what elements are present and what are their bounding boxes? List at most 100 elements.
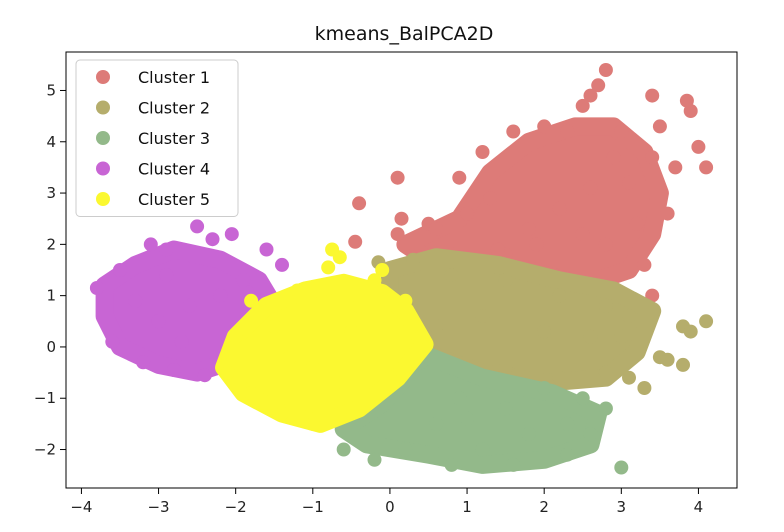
data-point <box>460 206 475 221</box>
data-point <box>375 263 390 277</box>
data-point <box>699 314 714 329</box>
data-point <box>190 219 205 234</box>
data-point <box>336 442 351 457</box>
legend-label: Cluster 4 <box>138 160 210 179</box>
data-point <box>645 150 660 165</box>
data-point <box>382 370 397 385</box>
data-point <box>529 237 544 252</box>
legend-label: Cluster 2 <box>138 99 210 118</box>
data-point <box>498 360 513 375</box>
data-point <box>614 329 629 344</box>
data-point <box>660 352 675 367</box>
data-point <box>498 273 513 288</box>
data-point <box>537 119 552 134</box>
data-point <box>622 175 636 190</box>
data-point <box>367 452 382 467</box>
data-point <box>598 237 613 252</box>
y-tick-label: 3 <box>46 184 56 202</box>
x-axis: −4 −3 −2 −1 0 1 2 3 4 <box>70 488 703 516</box>
data-point <box>668 160 683 175</box>
data-point <box>637 381 652 395</box>
legend-label: Cluster 5 <box>138 190 210 209</box>
data-point <box>645 88 660 103</box>
data-point <box>490 242 505 257</box>
data-point <box>676 357 690 372</box>
x-tick-label: 4 <box>694 498 704 516</box>
data-point <box>398 442 413 457</box>
data-point <box>598 298 613 313</box>
legend-marker <box>96 131 110 145</box>
data-point <box>444 268 459 283</box>
data-point <box>552 288 567 303</box>
data-point <box>305 416 320 431</box>
data-point <box>328 375 343 390</box>
data-point <box>429 416 444 431</box>
data-point <box>583 180 598 195</box>
data-point <box>683 104 698 118</box>
data-point <box>143 237 158 252</box>
y-tick-label: 5 <box>46 81 56 99</box>
data-point <box>174 334 189 349</box>
data-point <box>213 288 228 303</box>
data-point <box>552 370 567 385</box>
data-point <box>325 242 340 257</box>
data-point <box>475 442 490 457</box>
data-point <box>521 222 536 236</box>
data-point <box>691 139 706 154</box>
legend-box <box>75 59 239 217</box>
series-5 <box>215 242 434 433</box>
data-point <box>537 324 552 339</box>
data-point <box>683 324 698 339</box>
data-point <box>224 227 239 242</box>
data-point <box>321 260 336 275</box>
data-point <box>598 365 613 380</box>
y-tick-label: −2 <box>34 441 56 459</box>
data-point <box>159 268 174 283</box>
data-point <box>221 365 235 380</box>
y-tick-label: 2 <box>46 235 56 253</box>
data-point <box>475 145 490 159</box>
data-point <box>575 391 590 406</box>
x-tick-label: 2 <box>539 498 549 516</box>
x-tick-label: −1 <box>302 498 324 516</box>
legend-marker <box>96 192 110 206</box>
data-point <box>622 309 636 324</box>
data-point <box>560 124 575 139</box>
data-point <box>699 160 714 175</box>
x-tick-label: −2 <box>225 498 247 516</box>
legend-marker <box>96 70 110 84</box>
x-tick-label: −4 <box>70 498 92 516</box>
y-tick-label: 0 <box>46 338 56 356</box>
data-point <box>290 283 305 298</box>
data-point <box>475 309 490 324</box>
data-point <box>275 406 289 421</box>
data-point <box>506 457 521 472</box>
data-point <box>452 170 467 185</box>
data-point <box>151 314 166 329</box>
x-tick-label: 3 <box>617 498 627 516</box>
data-point <box>105 334 120 349</box>
data-point <box>598 63 613 77</box>
data-point <box>537 381 552 395</box>
data-point <box>498 401 513 416</box>
data-point <box>352 196 367 211</box>
data-point <box>367 273 382 288</box>
data-point <box>591 78 606 93</box>
x-tick-label: 0 <box>385 498 395 516</box>
legend-marker <box>96 161 110 176</box>
data-point <box>444 457 459 472</box>
data-point <box>244 293 259 308</box>
data-point <box>344 401 359 416</box>
data-point <box>394 211 409 226</box>
y-axis: −2 −1 0 1 2 3 4 5 <box>34 81 66 459</box>
data-point <box>348 234 363 249</box>
data-point <box>305 360 320 375</box>
data-point <box>583 427 598 442</box>
data-point <box>429 222 444 236</box>
data-point <box>521 427 536 442</box>
data-point <box>575 227 590 242</box>
data-point <box>622 370 636 385</box>
y-tick-label: 1 <box>46 287 56 305</box>
data-point <box>575 98 590 113</box>
data-point <box>282 350 297 365</box>
